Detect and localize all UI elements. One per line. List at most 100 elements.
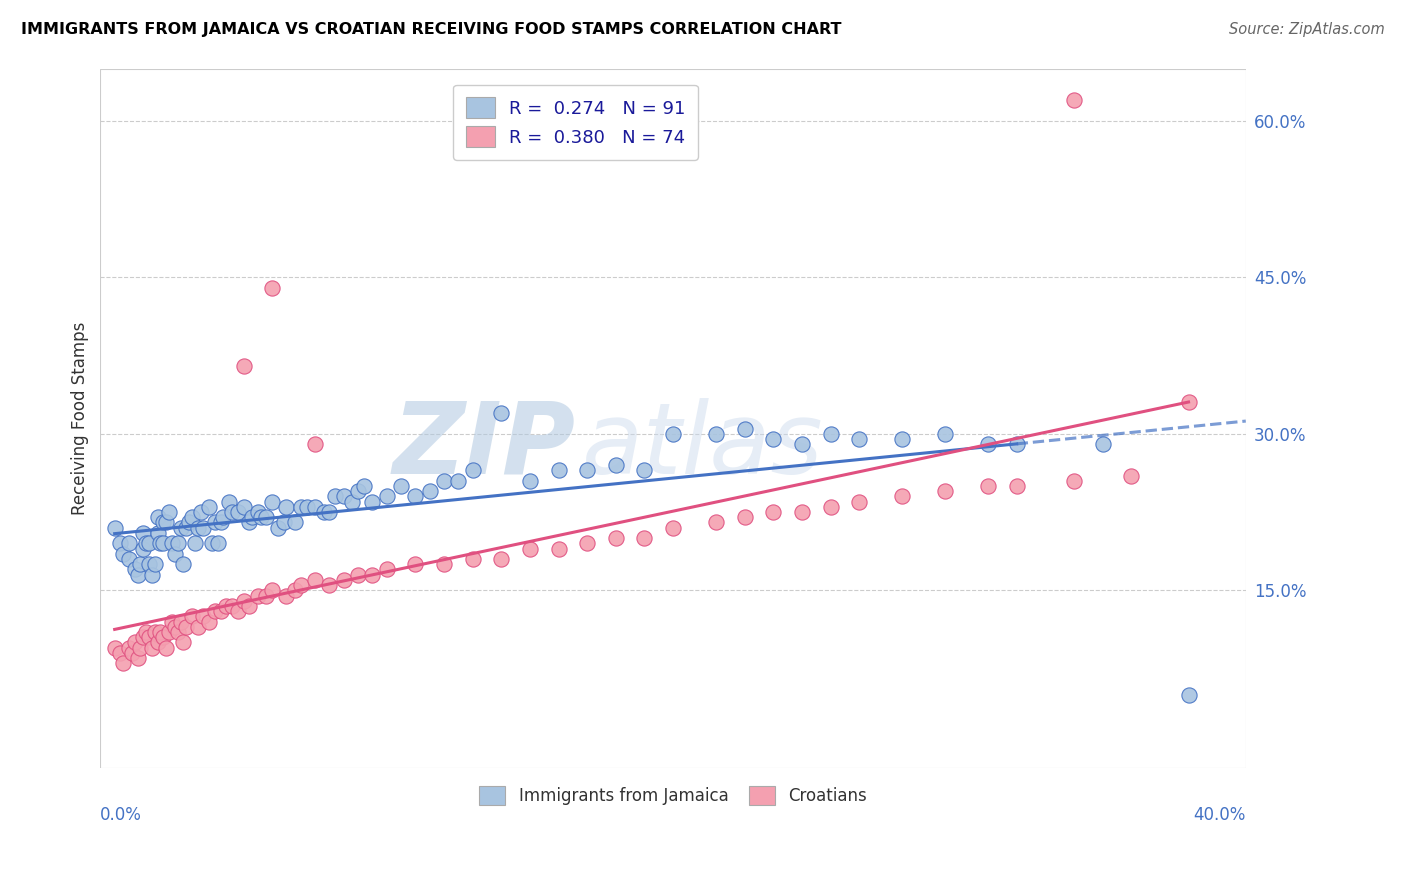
Point	[1063, 93, 1085, 107]
Point	[662, 426, 685, 441]
Point	[262, 583, 284, 598]
Point	[790, 505, 813, 519]
Point	[155, 516, 177, 530]
Point	[124, 635, 146, 649]
Point	[152, 536, 174, 550]
Point	[160, 536, 183, 550]
Point	[290, 578, 312, 592]
Point	[361, 494, 384, 508]
Point	[419, 484, 441, 499]
Point	[891, 432, 914, 446]
Point	[1121, 468, 1143, 483]
Point	[734, 510, 756, 524]
Point	[1063, 474, 1085, 488]
Point	[127, 567, 149, 582]
Point	[209, 516, 232, 530]
Point	[576, 536, 599, 550]
Point	[404, 558, 426, 572]
Point	[342, 494, 364, 508]
Point	[246, 505, 269, 519]
Point	[304, 500, 326, 514]
Point	[166, 625, 188, 640]
Point	[232, 359, 254, 373]
Point	[141, 640, 163, 655]
Point	[284, 583, 307, 598]
Point	[232, 500, 254, 514]
Point	[433, 558, 456, 572]
Point	[332, 573, 354, 587]
Point	[127, 651, 149, 665]
Point	[605, 458, 627, 472]
Point	[461, 552, 484, 566]
Point	[181, 510, 204, 524]
Point	[207, 536, 229, 550]
Point	[169, 615, 191, 629]
Point	[138, 536, 160, 550]
Point	[1005, 437, 1028, 451]
Point	[138, 630, 160, 644]
Point	[121, 646, 143, 660]
Point	[163, 620, 186, 634]
Point	[110, 646, 132, 660]
Point	[215, 599, 238, 613]
Point	[166, 536, 188, 550]
Y-axis label: Receiving Food Stamps: Receiving Food Stamps	[72, 321, 89, 515]
Point	[934, 484, 956, 499]
Point	[143, 625, 166, 640]
Point	[201, 536, 224, 550]
Point	[204, 516, 226, 530]
Point	[118, 536, 141, 550]
Point	[433, 474, 456, 488]
Point	[375, 562, 398, 576]
Point	[104, 521, 127, 535]
Point	[276, 500, 298, 514]
Point	[347, 567, 370, 582]
Point	[848, 432, 870, 446]
Point	[262, 494, 284, 508]
Point	[256, 510, 278, 524]
Point	[704, 516, 727, 530]
Point	[146, 635, 169, 649]
Point	[132, 630, 155, 644]
Point	[112, 547, 135, 561]
Point	[290, 500, 312, 514]
Point	[160, 615, 183, 629]
Point	[174, 521, 197, 535]
Point	[323, 489, 346, 503]
Point	[181, 609, 204, 624]
Point	[447, 474, 470, 488]
Point	[332, 489, 354, 503]
Point	[240, 510, 263, 524]
Point	[318, 578, 340, 592]
Point	[138, 558, 160, 572]
Point	[361, 567, 384, 582]
Point	[187, 620, 209, 634]
Point	[198, 500, 221, 514]
Point	[1005, 479, 1028, 493]
Point	[193, 521, 215, 535]
Point	[977, 437, 1000, 451]
Point	[347, 484, 370, 499]
Point	[110, 536, 132, 550]
Point	[104, 640, 127, 655]
Point	[184, 536, 207, 550]
Point	[249, 510, 271, 524]
Point	[404, 489, 426, 503]
Point	[519, 541, 541, 556]
Point	[204, 604, 226, 618]
Point	[124, 562, 146, 576]
Point	[256, 589, 278, 603]
Point	[172, 635, 194, 649]
Point	[848, 494, 870, 508]
Point	[132, 541, 155, 556]
Point	[734, 421, 756, 435]
Point	[491, 406, 513, 420]
Point	[820, 426, 842, 441]
Point	[152, 630, 174, 644]
Text: IMMIGRANTS FROM JAMAICA VS CROATIAN RECEIVING FOOD STAMPS CORRELATION CHART: IMMIGRANTS FROM JAMAICA VS CROATIAN RECE…	[21, 22, 842, 37]
Point	[491, 552, 513, 566]
Point	[891, 489, 914, 503]
Point	[662, 521, 685, 535]
Point	[118, 552, 141, 566]
Point	[605, 531, 627, 545]
